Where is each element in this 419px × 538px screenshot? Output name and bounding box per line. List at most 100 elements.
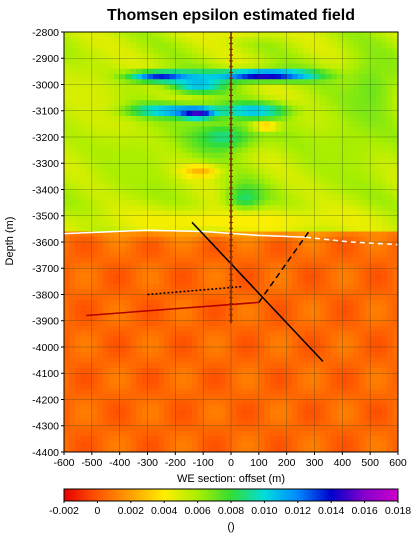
heatmap-cell <box>175 189 182 196</box>
heatmap-cell <box>364 320 371 327</box>
heatmap-cell <box>208 368 215 374</box>
heatmap-cell <box>347 194 355 201</box>
heatmap-cell <box>130 378 137 385</box>
heatmap-cell <box>158 37 165 44</box>
heatmap-cell <box>208 53 215 59</box>
heatmap-cell <box>141 410 149 416</box>
heatmap-cell <box>236 32 243 38</box>
heatmap-cell <box>108 294 115 301</box>
heatmap-cell <box>91 137 98 143</box>
heatmap-cell <box>281 58 288 65</box>
heatmap-cell <box>136 399 143 406</box>
heatmap-cell <box>203 347 210 353</box>
heatmap-cell <box>175 116 182 122</box>
heatmap-cell <box>308 310 316 317</box>
heatmap-cell <box>258 42 265 49</box>
heatmap-cell <box>75 404 82 411</box>
heatmap-cell <box>236 121 243 128</box>
heatmap-cell <box>208 263 215 269</box>
heatmap-cell <box>242 173 249 180</box>
heatmap-cell <box>336 168 343 175</box>
heatmap-cell <box>325 278 332 285</box>
heatmap-cell <box>64 368 71 374</box>
heatmap-cell <box>169 236 176 243</box>
heatmap-cell <box>186 200 193 206</box>
heatmap-cell <box>208 226 215 233</box>
heatmap-cell <box>353 42 360 49</box>
heatmap-cell <box>186 263 193 269</box>
heatmap-cell <box>325 336 332 343</box>
heatmap-cell <box>225 200 232 206</box>
heatmap-cell <box>258 368 265 374</box>
heatmap-cell <box>75 247 82 254</box>
heatmap-cell <box>208 315 215 322</box>
heatmap-cell <box>114 63 121 70</box>
heatmap-cell <box>130 79 137 86</box>
heatmap-cell <box>158 252 165 259</box>
heatmap-cell <box>292 299 299 306</box>
heatmap-cell <box>147 336 154 343</box>
heatmap-cell <box>336 410 343 416</box>
heatmap-cell <box>86 378 93 385</box>
heatmap-cell <box>336 147 343 154</box>
heatmap-cell <box>86 289 93 296</box>
heatmap-cell <box>370 168 377 175</box>
heatmap-cell <box>381 389 388 395</box>
heatmap-cell <box>353 168 360 175</box>
heatmap-cell <box>69 68 76 75</box>
heatmap-cell <box>281 53 288 59</box>
heatmap-cell <box>169 347 176 353</box>
heatmap-cell <box>147 137 154 143</box>
heatmap-cell <box>314 100 321 107</box>
heatmap-cell <box>314 420 321 427</box>
heatmap-cell <box>225 331 232 338</box>
heatmap-cell <box>192 100 199 107</box>
heatmap-cell <box>219 268 227 275</box>
heatmap-cell <box>292 404 299 411</box>
heatmap-cell <box>275 378 282 385</box>
heatmap-cell <box>119 378 126 385</box>
heatmap-cell <box>130 263 137 269</box>
heatmap-cell <box>359 368 366 374</box>
heatmap-cell <box>75 341 82 348</box>
heatmap-cell <box>375 179 382 185</box>
heatmap-cell <box>86 215 93 222</box>
heatmap-cell <box>225 347 232 353</box>
heatmap-cell <box>91 79 98 86</box>
heatmap-cell <box>114 231 121 238</box>
heatmap-cell <box>197 231 204 238</box>
heatmap-cell <box>231 242 238 248</box>
y-tick-label: -3400 <box>32 184 59 196</box>
heatmap-cell <box>169 121 176 128</box>
heatmap-cell <box>164 215 171 222</box>
heatmap-cell <box>136 221 143 227</box>
heatmap-cell <box>281 47 288 54</box>
heatmap-cell <box>247 142 254 149</box>
heatmap-cell <box>203 431 210 437</box>
heatmap-cell <box>325 299 332 306</box>
heatmap-cell <box>80 247 87 254</box>
heatmap-cell <box>192 194 199 201</box>
heatmap-cell <box>203 305 210 311</box>
heatmap-cell <box>353 137 360 143</box>
heatmap-cell <box>264 236 271 243</box>
heatmap-cell <box>364 68 371 75</box>
heatmap-cell <box>119 320 126 327</box>
heatmap-cell <box>275 336 282 343</box>
heatmap-cell <box>64 168 71 175</box>
heatmap-cell <box>153 278 160 285</box>
heatmap-cell <box>303 121 310 128</box>
heatmap-cell <box>208 47 215 54</box>
heatmap-cell <box>225 152 232 159</box>
heatmap-cell <box>208 257 215 264</box>
heatmap-cell <box>180 63 188 70</box>
heatmap-cell <box>314 425 321 432</box>
heatmap-cell <box>197 394 204 401</box>
heatmap-cell <box>186 357 193 364</box>
heatmap-cell <box>130 147 137 154</box>
heatmap-cell <box>281 268 288 275</box>
heatmap-cell <box>147 410 154 416</box>
heatmap-cell <box>359 352 366 359</box>
heatmap-cell <box>253 74 260 80</box>
heatmap-cell <box>381 431 388 437</box>
